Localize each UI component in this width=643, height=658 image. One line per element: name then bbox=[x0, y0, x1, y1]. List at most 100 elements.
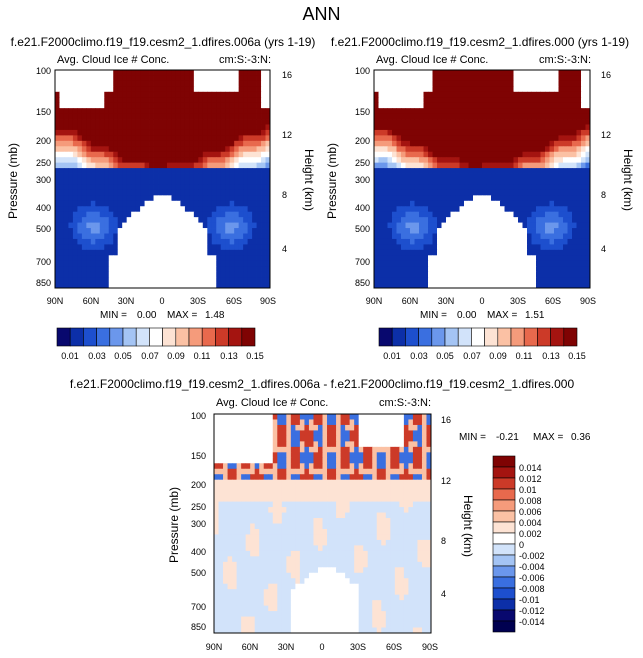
field-cell bbox=[72, 255, 78, 262]
field-cell bbox=[149, 91, 154, 98]
field-cell bbox=[432, 255, 438, 262]
field-cell bbox=[392, 70, 397, 76]
field-cell bbox=[477, 282, 483, 289]
field-cell bbox=[549, 162, 555, 169]
field-cell bbox=[63, 222, 69, 229]
field-cell bbox=[401, 266, 406, 273]
field-cell bbox=[554, 162, 559, 169]
field-cell bbox=[245, 512, 251, 519]
field-cell bbox=[545, 189, 550, 196]
field-cell bbox=[216, 140, 222, 147]
field-cell bbox=[90, 129, 96, 136]
field-cell bbox=[536, 271, 541, 278]
field-cell bbox=[576, 119, 582, 125]
field-cell bbox=[410, 184, 415, 191]
field-cell bbox=[419, 271, 424, 278]
field-cell bbox=[567, 135, 573, 142]
field-cell bbox=[211, 271, 217, 278]
field-cell bbox=[518, 124, 523, 131]
field-cell bbox=[59, 189, 65, 196]
field-cell bbox=[468, 266, 474, 273]
field-cell bbox=[446, 146, 451, 153]
field-cell bbox=[531, 260, 537, 267]
field-cell bbox=[166, 135, 172, 142]
field-cell bbox=[509, 255, 514, 262]
field-cell bbox=[381, 479, 387, 486]
field-cell bbox=[254, 452, 260, 459]
field-cell bbox=[322, 490, 328, 497]
field-cell bbox=[482, 102, 487, 109]
field-cell bbox=[327, 501, 332, 508]
field-cell bbox=[250, 523, 256, 530]
field-cell bbox=[68, 119, 74, 125]
field-cell bbox=[211, 200, 217, 207]
field-cell bbox=[432, 146, 438, 153]
field-cell bbox=[441, 157, 447, 164]
field-cell bbox=[140, 189, 145, 196]
field-cell bbox=[117, 233, 123, 240]
field-cell bbox=[477, 200, 483, 207]
field-cell bbox=[419, 179, 424, 185]
field-cell bbox=[549, 173, 555, 180]
field-cell bbox=[252, 277, 257, 283]
field-cell bbox=[585, 75, 591, 82]
field-cell bbox=[450, 146, 456, 153]
field-cell bbox=[166, 70, 172, 76]
field-cell bbox=[220, 282, 226, 289]
field-cell bbox=[281, 507, 287, 513]
field-cell bbox=[265, 282, 271, 289]
field-cell bbox=[367, 468, 373, 475]
field-cell bbox=[153, 91, 159, 98]
field-cell bbox=[153, 157, 159, 164]
field-cell bbox=[437, 86, 442, 93]
field-cell bbox=[162, 108, 168, 114]
field-cell bbox=[277, 512, 283, 519]
field-cell bbox=[153, 129, 159, 136]
field-cell bbox=[131, 129, 137, 136]
field-cell bbox=[426, 523, 432, 530]
field-cell bbox=[63, 173, 69, 180]
field-cell bbox=[77, 113, 83, 120]
field-cell bbox=[403, 463, 409, 470]
field-cell bbox=[345, 446, 351, 453]
field-cell bbox=[455, 146, 460, 153]
field-cell bbox=[113, 168, 119, 174]
field-cell bbox=[504, 162, 510, 169]
field-cell bbox=[428, 70, 433, 76]
field-cell bbox=[259, 512, 265, 519]
field-cell bbox=[254, 414, 260, 420]
field-cell bbox=[140, 233, 145, 240]
field-cell bbox=[567, 124, 573, 131]
field-cell bbox=[153, 222, 159, 229]
field-cell bbox=[286, 485, 292, 492]
field-cell bbox=[189, 157, 195, 164]
field-cell bbox=[232, 419, 237, 426]
field-cell bbox=[220, 184, 226, 191]
field-cell bbox=[261, 260, 266, 267]
field-cell bbox=[149, 80, 154, 87]
field-cell bbox=[378, 217, 384, 223]
field-cell bbox=[55, 244, 60, 251]
field-cell bbox=[202, 97, 208, 104]
field-cell bbox=[410, 244, 415, 251]
field-cell bbox=[63, 244, 69, 251]
field-cell bbox=[104, 80, 110, 87]
field-cell bbox=[59, 162, 65, 169]
field-cell bbox=[540, 260, 546, 267]
field-cell bbox=[171, 157, 177, 164]
field-cell bbox=[99, 97, 105, 104]
x-tick-label: 90N bbox=[47, 296, 64, 306]
field-cell bbox=[232, 452, 237, 459]
field-cell bbox=[387, 168, 393, 174]
field-cell bbox=[405, 228, 411, 234]
field-cell bbox=[327, 518, 332, 524]
field-cell bbox=[358, 414, 364, 420]
field-cell bbox=[223, 518, 228, 524]
y-tick-label: 100 bbox=[36, 66, 51, 76]
field-cell bbox=[408, 518, 414, 524]
field-cell bbox=[149, 140, 154, 147]
field-cell bbox=[477, 217, 483, 223]
field-cell bbox=[254, 435, 260, 442]
field-cell bbox=[113, 80, 119, 87]
field-cell bbox=[268, 452, 274, 459]
